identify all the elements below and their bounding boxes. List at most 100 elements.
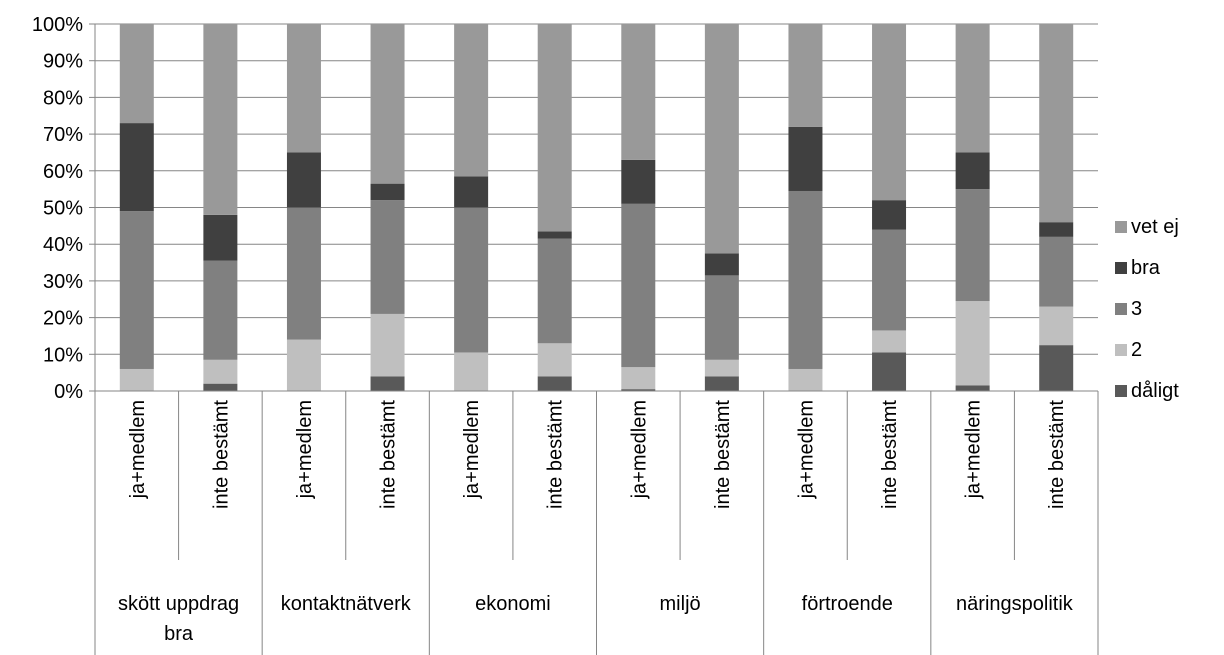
bar-segment <box>955 301 990 386</box>
category-label: ja+medlem <box>963 400 985 499</box>
bar-segment <box>537 343 572 377</box>
bar-segment <box>119 368 154 391</box>
bar-segment <box>872 229 907 331</box>
y-tick-label: 80% <box>43 87 83 109</box>
bar-segment <box>872 330 907 353</box>
group-label: näringspolitik <box>956 593 1074 615</box>
group-label: miljö <box>660 593 701 615</box>
category-label: ja+medlem <box>461 400 483 499</box>
bar-segment <box>788 126 823 191</box>
legend-swatch <box>1115 344 1127 356</box>
category-label: inte bestämt <box>378 400 400 509</box>
legend-label: bra <box>1131 257 1161 279</box>
gridlines <box>95 23 1098 355</box>
y-tick-label: 30% <box>43 271 83 293</box>
legend-swatch <box>1115 385 1127 397</box>
legend-label: vet ej <box>1131 216 1179 238</box>
legend: vet ej bra 3 2 dåligt <box>1115 216 1179 402</box>
bar-segment <box>203 383 238 391</box>
bar-segment <box>203 260 238 360</box>
category-label: ja+medlem <box>795 400 817 499</box>
category-label: inte bestämt <box>712 400 734 509</box>
bar-segment <box>537 238 572 344</box>
y-tick-label: 100% <box>32 14 83 36</box>
category-labels: ja+medlem inte bestämt ja+medlem inte bestä… <box>127 400 1068 509</box>
bar-segment <box>286 24 321 153</box>
y-tick-label: 50% <box>43 198 83 220</box>
bar-segment <box>454 207 489 353</box>
bar-segment <box>704 359 739 377</box>
y-tick-label: 60% <box>43 161 83 183</box>
group-label: förtroende <box>802 593 893 615</box>
category-label: ja+medlem <box>294 400 316 499</box>
bar-segment <box>704 253 739 276</box>
y-tick-label: 70% <box>43 124 83 146</box>
bar-segment <box>370 313 405 377</box>
bar-segment <box>788 24 823 127</box>
category-label: ja+medlem <box>127 400 149 499</box>
bar-segment <box>1039 345 1074 391</box>
bar-segment <box>119 123 154 212</box>
bar-segment <box>203 214 238 261</box>
bar-segment <box>286 207 321 340</box>
legend-label: 2 <box>1131 339 1142 361</box>
category-label: inte bestämt <box>545 400 567 509</box>
bar-segment <box>704 275 739 360</box>
bar-segment <box>1039 24 1074 223</box>
bar-segment <box>872 200 907 230</box>
bar-segment <box>704 24 739 254</box>
y-tick-label: 90% <box>43 51 83 73</box>
legend-swatch <box>1115 221 1127 233</box>
bar-segment <box>621 367 656 390</box>
bar-segment <box>203 24 238 215</box>
group-label: skött uppdrag <box>118 593 239 615</box>
bar-segment <box>370 24 405 184</box>
group-label: ekonomi <box>475 593 551 615</box>
bar-segment <box>621 24 656 160</box>
category-label: inte bestämt <box>210 400 232 509</box>
bar-segment <box>119 24 154 124</box>
bar-segment <box>119 211 154 369</box>
bar-segment <box>788 368 823 391</box>
bar-segment <box>454 352 489 391</box>
bar-segment <box>1039 222 1074 237</box>
group-labels: skött uppdrag bra kontaktnätverk ekonomi mil… <box>118 593 1074 645</box>
legend-swatch <box>1115 303 1127 315</box>
y-tick-label: 0% <box>54 381 83 403</box>
bar-segment <box>1039 306 1074 346</box>
bar-segment <box>370 200 405 314</box>
bar-segment <box>872 24 907 201</box>
bar-segment <box>286 152 321 208</box>
bar-segment <box>788 190 823 369</box>
bar-segment <box>537 376 572 391</box>
category-label: ja+medlem <box>628 400 650 499</box>
bar-segment <box>955 189 990 302</box>
bar-segment <box>454 176 489 208</box>
y-tick-label: 40% <box>43 234 83 256</box>
bar-segment <box>955 24 990 153</box>
bar-segment <box>537 24 572 232</box>
bar-segment <box>370 376 405 391</box>
bar-segment <box>621 389 656 391</box>
group-label: kontaktnätverk <box>281 593 412 615</box>
category-label: inte bestämt <box>1046 400 1068 509</box>
y-tick-label: 10% <box>43 344 83 366</box>
bar-segment <box>955 385 990 391</box>
legend-label: 3 <box>1131 298 1142 320</box>
bar-segment <box>621 159 656 204</box>
bar-segment <box>872 352 907 391</box>
bar-segment <box>286 339 321 391</box>
bar-segment <box>203 359 238 384</box>
legend-label: dåligt <box>1131 380 1179 402</box>
y-tick-labels: 0% 10% 20% 30% 40% 50% 60% 70% 80% 90% 100% <box>32 14 83 403</box>
bar-segment <box>537 231 572 239</box>
legend-swatch <box>1115 262 1127 274</box>
bar-segment <box>370 183 405 201</box>
axes <box>89 23 1099 655</box>
bar-segment <box>454 24 489 177</box>
bar-segment <box>621 203 656 368</box>
bar-segment <box>704 376 739 391</box>
y-tick-label: 20% <box>43 308 83 330</box>
group-label: bra <box>164 623 194 645</box>
category-label: inte bestämt <box>879 400 901 509</box>
